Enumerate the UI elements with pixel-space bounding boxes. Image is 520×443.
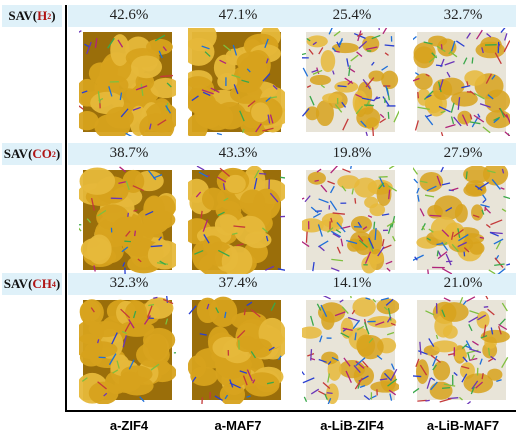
structure-snapshot-co2-libzif4	[302, 166, 398, 274]
column-label-zif4: a-ZIF4	[109, 418, 149, 433]
row-band-co2	[68, 143, 516, 165]
structure-snapshot-co2-zif4	[79, 166, 176, 274]
row-label-ch4: SAV(CH 4)	[2, 273, 62, 295]
structure-snapshot-ch4-libzif4	[302, 296, 399, 404]
sav-value-h2-maf7: 47.1%	[218, 7, 258, 23]
structure-snapshot-co2-libmaf7	[413, 166, 510, 274]
y-axis-line	[65, 5, 67, 412]
sav-value-co2-maf7: 43.3%	[218, 145, 258, 161]
row-band-h2	[68, 5, 516, 27]
row-band-ch4	[68, 273, 516, 295]
structure-snapshot-h2-libzif4	[302, 28, 399, 136]
structure-snapshot-ch4-libmaf7	[413, 296, 510, 404]
column-label-libzif4: a-LiB-ZIF4	[320, 418, 384, 433]
sav-value-co2-libzif4: 19.8%	[332, 145, 372, 161]
sav-value-h2-libmaf7: 32.7%	[443, 7, 483, 23]
sav-value-co2-zif4: 38.7%	[109, 145, 149, 161]
structure-snapshot-co2-maf7	[188, 166, 285, 274]
sav-value-co2-libmaf7: 27.9%	[443, 145, 483, 161]
sav-value-ch4-maf7: 37.4%	[218, 275, 258, 291]
structure-snapshot-ch4-zif4	[79, 296, 176, 404]
structure-snapshot-h2-maf7	[188, 28, 285, 136]
row-label-co2: SAV(CO 2)	[2, 143, 62, 165]
structure-snapshot-h2-zif4	[79, 30, 176, 136]
column-label-maf7: a-MAF7	[214, 418, 262, 433]
structure-snapshot-h2-libmaf7	[413, 28, 510, 136]
sav-value-ch4-zif4: 32.3%	[109, 275, 149, 291]
column-label-libmaf7: a-LiB-MAF7	[426, 418, 500, 433]
sav-value-ch4-libmaf7: 21.0%	[443, 275, 483, 291]
sav-value-ch4-libzif4: 14.1%	[332, 275, 372, 291]
x-axis-line	[65, 410, 516, 412]
structure-snapshot-ch4-maf7	[188, 296, 285, 404]
sav-value-h2-zif4: 42.6%	[109, 7, 149, 23]
row-label-h2: SAV(H 2)	[2, 5, 62, 27]
sav-value-h2-libzif4: 25.4%	[332, 7, 372, 23]
